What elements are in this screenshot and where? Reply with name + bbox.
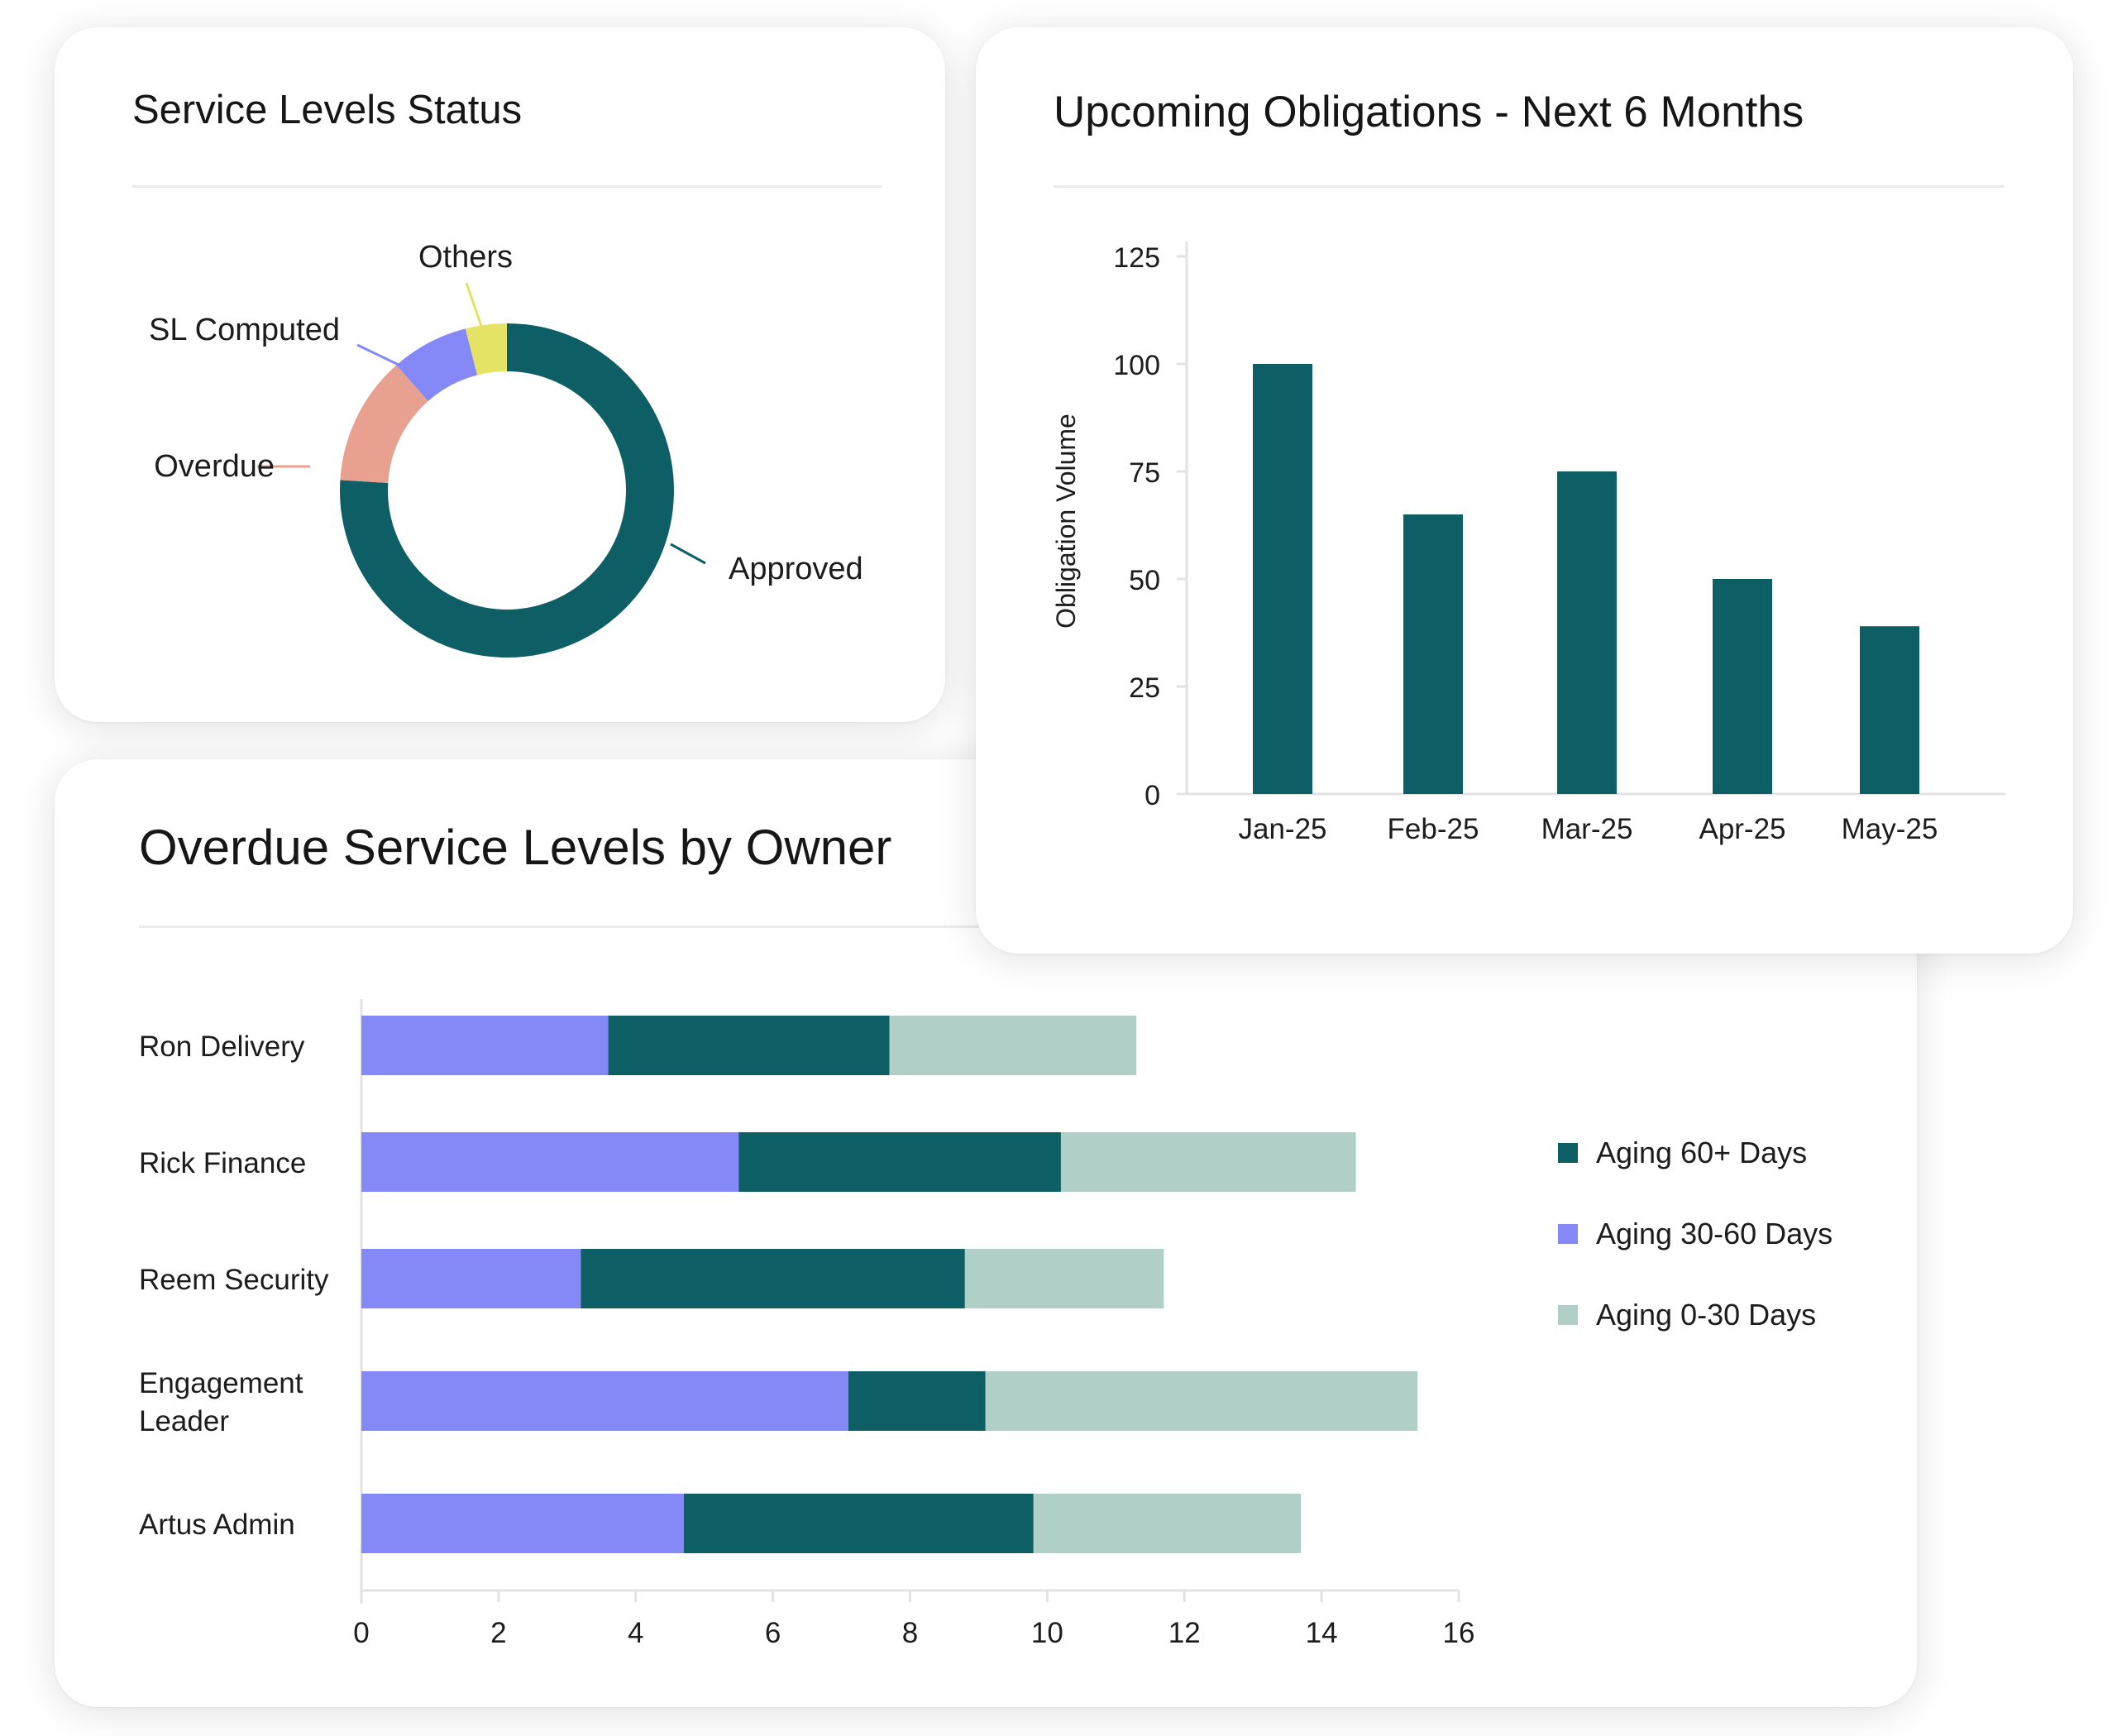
upcoming-obligations-card: Upcoming Obligations - Next 6 Months 0 25… <box>976 27 2073 954</box>
legend-item-aging-30-60: Aging 30-60 Days <box>1558 1217 1833 1251</box>
bar-feb-25 <box>1403 514 1463 794</box>
x-tick-label-12: 12 <box>1168 1617 1201 1649</box>
bar-segment-reem-security-aging-60-days <box>581 1249 965 1308</box>
obligations-bar-chart: 0 25 50 75 100 125 Jan-25 Feb-25 Mar-25 Apr-25 May… <box>1051 242 2005 845</box>
donut-chart: Approved Overdue SL Computed Others <box>149 240 863 658</box>
status-divider <box>132 185 882 188</box>
donut-slice-others <box>465 323 508 375</box>
upcoming-obligations-title: Upcoming Obligations - Next 6 Months <box>1054 88 1804 136</box>
x-tick-label-feb-25: Feb-25 <box>1388 813 1479 845</box>
x-tick-label-6: 6 <box>765 1617 781 1649</box>
x-tick-label-2: 2 <box>490 1617 506 1649</box>
slice-label-others: Others <box>418 240 513 275</box>
x-tick-label-14: 14 <box>1306 1617 1338 1649</box>
leader-line-others <box>465 282 485 334</box>
x-tick-label-mar-25: Mar-25 <box>1541 813 1633 845</box>
y-tick-label-125: 125 <box>1113 242 1160 274</box>
bar-mar-25 <box>1557 471 1617 794</box>
y-tick-label-100: 100 <box>1113 350 1160 381</box>
y-tick-label-rick-finance: Rick Finance <box>139 1147 306 1179</box>
legend-item-aging-60-plus: Aging 60+ Days <box>1558 1136 1807 1170</box>
x-tick-label-may-25: May-25 <box>1842 813 1938 845</box>
y-tick-label-ron-delivery: Ron Delivery <box>139 1031 305 1063</box>
x-tick-label-apr-25: Apr-25 <box>1699 813 1785 845</box>
donut-slice-overdue <box>340 365 429 484</box>
bar-segment-ron-delivery-aging-30-60-days <box>361 1016 609 1075</box>
obligations-divider <box>1054 185 2005 188</box>
bar-segment-engagement-leader-aging-0-30-days <box>985 1371 1418 1431</box>
y-axis-title: Obligation Volume <box>1051 414 1081 629</box>
bar-segment-artus-admin-aging-30-60-days <box>361 1494 684 1553</box>
bar-segment-engagement-leader-aging-60-days <box>848 1371 986 1431</box>
bar-segment-artus-admin-aging-60-days <box>683 1494 1034 1553</box>
legend-swatch-aging-30-60 <box>1558 1224 1578 1244</box>
legend-item-aging-0-30: Aging 0-30 Days <box>1558 1298 1816 1332</box>
x-tick-label-8: 8 <box>902 1617 918 1649</box>
legend-swatch-aging-0-30 <box>1558 1305 1578 1325</box>
service-levels-status-title: Service Levels Status <box>132 88 523 132</box>
x-tick-label-10: 10 <box>1031 1617 1063 1649</box>
bar-segment-rick-finance-aging-30-60-days <box>361 1132 739 1192</box>
y-tick-label-75: 75 <box>1129 457 1160 489</box>
bar-segment-ron-delivery-aging-0-30-days <box>889 1016 1137 1075</box>
x-tick-label-4: 4 <box>628 1617 643 1649</box>
bar-segment-rick-finance-aging-0-30-days <box>1060 1132 1356 1192</box>
overdue-by-owner-title: Overdue Service Levels by Owner <box>139 820 892 875</box>
y-tick-label-artus-admin: Artus Admin <box>139 1509 295 1541</box>
slice-label-overdue: Overdue <box>154 449 275 484</box>
bar-segment-artus-admin-aging-0-30-days <box>1033 1494 1302 1553</box>
y-tick-label-engagement-leader: Engagement Leader <box>139 1367 303 1437</box>
x-tick-label-jan-25: Jan-25 <box>1238 813 1326 845</box>
bar-segment-engagement-leader-aging-30-60-days <box>361 1371 848 1431</box>
bar-may-25 <box>1860 626 1919 794</box>
bar-segment-reem-security-aging-0-30-days <box>964 1249 1164 1308</box>
overdue-stacked-bar-chart: 0 2 4 6 8 10 12 14 16 Ron Delivery Rick Finance Ree… <box>139 999 1475 1649</box>
legend-label-aging-30-60: Aging 30-60 Days <box>1596 1217 1833 1251</box>
bar-apr-25 <box>1713 579 1772 794</box>
slice-label-approved: Approved <box>729 552 863 586</box>
x-tick-label-0: 0 <box>353 1617 369 1649</box>
bar-jan-25 <box>1253 364 1312 794</box>
y-tick-label-reem-security: Reem Security <box>139 1264 329 1296</box>
legend-label-aging-60-plus: Aging 60+ Days <box>1596 1136 1808 1169</box>
service-levels-status-card: Service Levels Status Approved Overdue SL … <box>55 27 945 722</box>
slice-label-sl-computed: SL Computed <box>149 313 340 347</box>
bar-segment-rick-finance-aging-60-days <box>738 1132 1061 1192</box>
x-tick-label-16: 16 <box>1443 1617 1475 1649</box>
legend-swatch-aging-60-plus <box>1558 1143 1578 1163</box>
leader-line-sl-computed <box>356 343 403 368</box>
donut-slice-sl-computed <box>396 328 478 402</box>
leader-line-approved <box>670 543 706 565</box>
y-tick-label-0: 0 <box>1145 780 1160 811</box>
bar-segment-ron-delivery-aging-60-days <box>608 1016 890 1075</box>
y-tick-label-50: 50 <box>1129 565 1160 596</box>
y-tick-label-25: 25 <box>1129 672 1160 704</box>
legend-label-aging-0-30: Aging 0-30 Days <box>1596 1298 1817 1332</box>
bar-segment-reem-security-aging-30-60-days <box>361 1249 581 1308</box>
donut-slice-approved <box>340 323 674 658</box>
